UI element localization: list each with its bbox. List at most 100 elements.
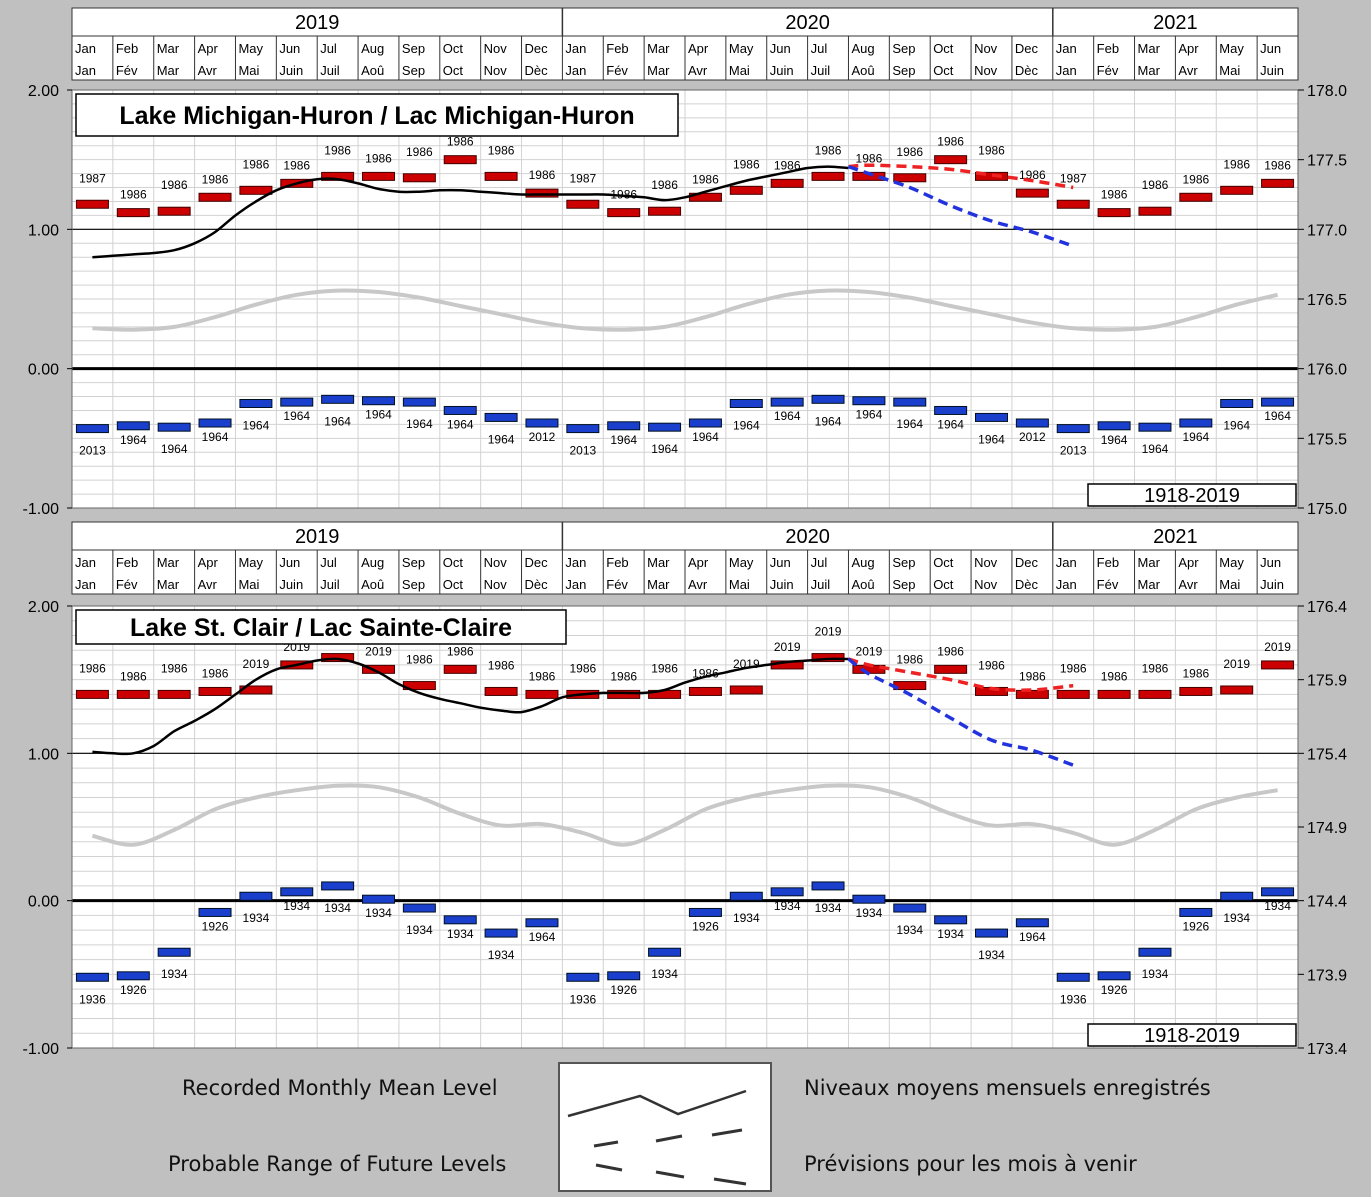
- chart2-min-year-label-2: 1934: [161, 967, 188, 981]
- chart1-min-year-label-16: 1964: [733, 419, 760, 433]
- chart1-month-en-8: Sep: [402, 41, 425, 56]
- chart2-month-en-13: Feb: [606, 555, 628, 570]
- chart2-max-bar-3: [198, 686, 232, 696]
- chart2-min-bar-18: [811, 881, 845, 891]
- chart1-min-bar-8: [402, 397, 436, 407]
- chart1-month-fr-15: Avr: [688, 63, 708, 78]
- chart1-right-tick-label: 175.0: [1307, 501, 1347, 518]
- chart2-left-tick-label: 2.00: [28, 599, 59, 616]
- chart2-year-label-2020: 2020: [785, 526, 830, 548]
- legend-recorded-en: Recorded Monthly Mean Level: [182, 1076, 498, 1100]
- chart2-min-bar-29: [1261, 887, 1295, 897]
- chart1-max-bar-27: [1179, 192, 1213, 202]
- chart2-min-bar-6: [321, 881, 355, 891]
- chart1-month-fr-6: Juil: [320, 63, 340, 78]
- chart1-min-bar-25: [1097, 421, 1131, 431]
- chart1-min-bar-22: [975, 412, 1008, 422]
- chart2-max-year-label-11: 1986: [529, 669, 556, 683]
- chart2-max-year-label-14: 1986: [651, 661, 678, 675]
- chart2-min-year-label-23: 1964: [1019, 930, 1046, 944]
- chart2-max-year-label-3: 1986: [202, 666, 229, 680]
- chart1-min-bar-1: [116, 421, 150, 431]
- chart2-right-tick-label: 174.4: [1307, 894, 1347, 911]
- chart1-right-tick-label: 176.0: [1307, 362, 1347, 379]
- chart2-max-bar-18: [811, 653, 845, 663]
- chart1-month-en-27: Apr: [1178, 41, 1199, 56]
- chart1-month-fr-25: Fév: [1097, 63, 1119, 78]
- chart2-forecast-low-line: [847, 657, 1074, 767]
- chart1-period-box: [1087, 483, 1297, 507]
- chart1-max-year-label-24: 1987: [1060, 171, 1087, 185]
- chart2-month-en-4: May: [238, 555, 263, 570]
- chart1-max-bar-4: [239, 185, 273, 195]
- chart2-min-bar-11: [525, 918, 559, 928]
- chart2-min-year-label-15: 1926: [692, 919, 719, 933]
- chart2-month-fr-24: Jan: [1056, 577, 1077, 592]
- chart1-month-fr-10: Nov: [484, 63, 508, 78]
- chart1-min-bar-3: [198, 418, 232, 428]
- chart2-max-year-label-1: 1986: [120, 669, 147, 683]
- chart1-max-year-label-21: 1986: [937, 135, 964, 149]
- legend-forecast-low-line-2: [655, 1170, 685, 1179]
- chart1-min-year-label-19: 1964: [856, 408, 883, 422]
- chart1-month-fr-19: Aoû: [851, 63, 874, 78]
- chart2-month-fr-9: Oct: [443, 577, 464, 592]
- chart2-month-en-3: Apr: [198, 555, 219, 570]
- chart1-min-year-label-5: 1964: [283, 409, 310, 423]
- chart1-max-bar-8: [402, 173, 436, 183]
- chart2-max-year-label-28: 2019: [1223, 657, 1250, 671]
- chart1-max-bar-28: [1220, 185, 1254, 195]
- chart2-max-bar-26: [1138, 689, 1172, 699]
- chart1-month-fr-22: Nov: [974, 63, 998, 78]
- chart2-min-year-label-0: 1936: [79, 992, 106, 1006]
- chart2-min-year-label-12: 1936: [569, 992, 596, 1006]
- chart2-max-bar-1: [116, 689, 150, 699]
- chart1-min-year-label-11: 2012: [529, 430, 556, 444]
- chart2-min-year-label-25: 1926: [1101, 983, 1128, 997]
- chart1-month-fr-5: Juin: [279, 63, 303, 78]
- chart1-month-en-23: Dec: [1015, 41, 1039, 56]
- chart1-min-bar-24: [1056, 424, 1090, 434]
- chart1-max-year-label-18: 1986: [815, 143, 842, 157]
- chart2-min-bar-16: [729, 891, 763, 901]
- chart1-max-bar-0: [75, 199, 109, 209]
- chart2-year-label-2019: 2019: [295, 526, 340, 548]
- chart1-period-label: 1918-2019: [1144, 485, 1240, 507]
- chart1-month-fr-3: Avr: [198, 63, 218, 78]
- chart2-year-label-2021: 2021: [1153, 526, 1198, 548]
- chart1-average-line: [92, 288, 1279, 332]
- chart2-month-en-1: Feb: [116, 555, 138, 570]
- chart1-min-year-label-28: 1964: [1223, 419, 1250, 433]
- chart2-right-tick-label: 176.4: [1307, 599, 1347, 616]
- chart2-month-en-9: Oct: [443, 555, 464, 570]
- chart2-max-bar-25: [1097, 689, 1131, 699]
- chart2-min-year-label-7: 1934: [365, 906, 392, 920]
- chart1-month-fr-4: Mai: [238, 63, 259, 78]
- chart2-month-fr-14: Mar: [647, 577, 670, 592]
- chart2-min-bar-10: [484, 928, 518, 938]
- chart2-max-year-label-21: 1986: [937, 644, 964, 658]
- chart2-max-bar-16: [729, 685, 763, 695]
- chart1-min-bar-2: [157, 422, 191, 432]
- chart1-month-en-20: Sep: [892, 41, 915, 56]
- chart2-right-tick-label: 175.9: [1307, 673, 1347, 690]
- chart1-title: Lake Michigan-Huron / Lac Michigan-Huron: [119, 102, 634, 130]
- chart2-min-bar-21: [934, 915, 968, 925]
- chart2-month-en-11: Dec: [525, 555, 549, 570]
- chart2-min-year-label-5: 1934: [283, 899, 310, 913]
- chart1-year-label-2019: 2019: [295, 12, 340, 34]
- chart2-title: Lake St. Clair / Lac Sainte-Claire: [130, 614, 512, 642]
- chart1-min-year-label-15: 1964: [692, 430, 719, 444]
- legend-lines: [567, 1089, 747, 1186]
- chart2-max-bar-27: [1179, 686, 1213, 696]
- chart2-min-year-label-4: 1934: [243, 911, 270, 925]
- chart2-min-bar-23: [1015, 918, 1049, 928]
- chart1-min-bar-11: [525, 418, 559, 428]
- chart2-min-year-label-26: 1934: [1142, 967, 1169, 981]
- chart2-max-year-label-24: 1986: [1060, 661, 1087, 675]
- chart1-month-fr-20: Sep: [892, 63, 915, 78]
- chart2-max-bar-6: [321, 653, 355, 663]
- chart1-month-fr-13: Fév: [606, 63, 628, 78]
- chart1-max-bar-26: [1138, 206, 1172, 216]
